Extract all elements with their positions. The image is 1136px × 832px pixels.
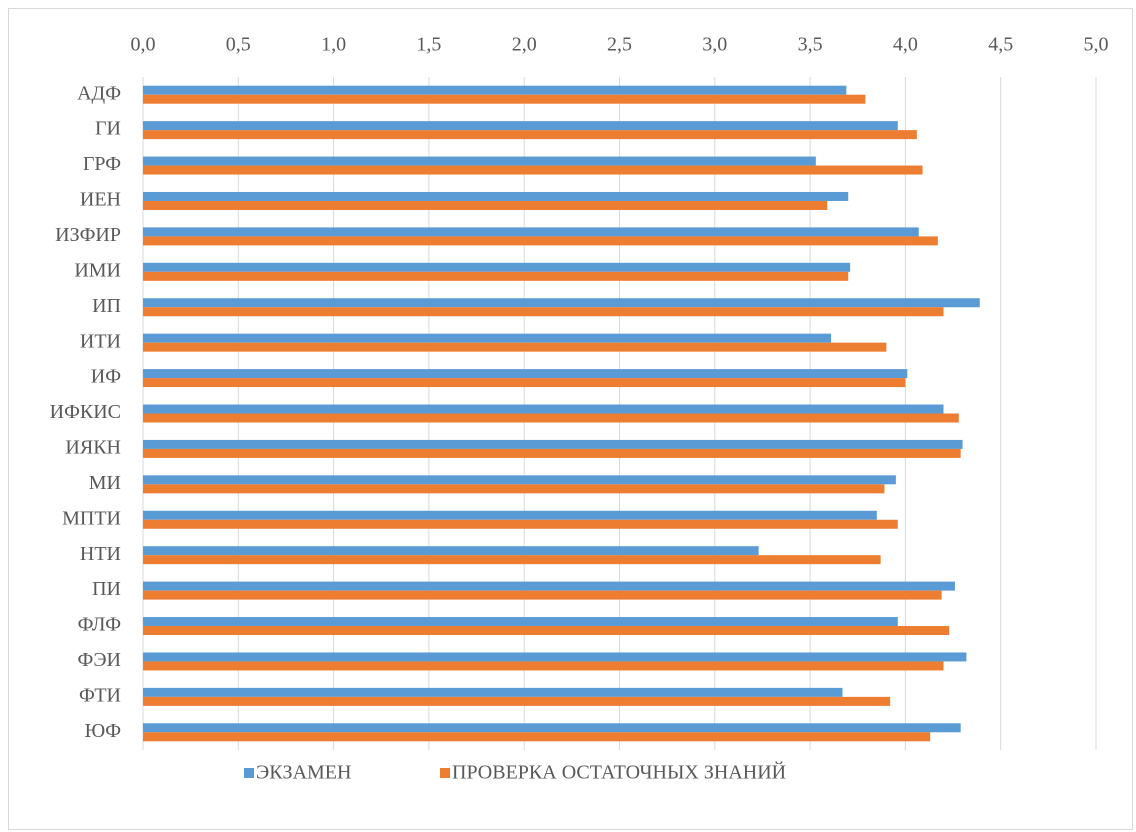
y-tick-label: ЮФ <box>85 720 121 742</box>
x-tick-label: 0,5 <box>226 34 251 56</box>
bar <box>143 342 887 352</box>
bar <box>143 696 891 706</box>
bar <box>143 439 963 449</box>
bar <box>143 369 908 379</box>
legend-swatch <box>440 768 450 778</box>
x-tick-label: 4,0 <box>893 34 918 56</box>
x-tick-label: 2,0 <box>512 34 537 56</box>
bar <box>143 130 917 140</box>
y-tick-label: ФТИ <box>79 684 121 706</box>
y-tick-label: МПТИ <box>62 507 121 529</box>
bar <box>143 652 967 662</box>
legend-label: ЭКЗАМЕН <box>256 762 351 784</box>
legend-swatch <box>244 768 254 778</box>
bar <box>143 732 931 742</box>
x-tick-label: 3,0 <box>702 34 727 56</box>
bar <box>143 687 843 697</box>
y-tick-label: ИТИ <box>80 330 121 352</box>
bar <box>143 404 944 414</box>
bar <box>143 475 896 485</box>
y-tick-label: ИФ <box>91 366 121 388</box>
bar <box>143 227 919 237</box>
y-tick-label: МИ <box>89 472 121 494</box>
y-tick-label: ГРФ <box>83 153 121 175</box>
bar <box>143 590 942 600</box>
bar <box>143 271 849 281</box>
bar <box>143 617 898 627</box>
x-tick-label: 5,0 <box>1084 34 1109 56</box>
bar <box>143 121 898 131</box>
bar <box>143 723 961 733</box>
bar <box>143 378 906 388</box>
x-tick-label: 0,0 <box>131 34 156 56</box>
bar <box>143 510 877 520</box>
y-tick-label: ГИ <box>95 118 121 140</box>
y-tick-label: ФЭИ <box>78 649 121 671</box>
x-tick-label: 2,5 <box>607 34 632 56</box>
y-tick-label: НТИ <box>80 543 121 565</box>
bar <box>143 484 885 494</box>
x-tick-label: 3,5 <box>798 34 823 56</box>
bar <box>143 413 959 423</box>
bar <box>143 236 938 246</box>
bar <box>143 165 923 175</box>
bar <box>143 626 950 636</box>
bar <box>143 333 832 343</box>
bar <box>143 519 898 529</box>
y-tick-label: ПИ <box>92 578 121 600</box>
x-tick-label: 1,0 <box>321 34 346 56</box>
x-tick-label: 4,5 <box>988 34 1013 56</box>
bar <box>143 94 866 104</box>
x-tick-label: 1,5 <box>416 34 441 56</box>
bar <box>143 661 944 671</box>
y-tick-label: ИЯКН <box>65 437 121 459</box>
y-tick-label: ИЕН <box>80 189 121 211</box>
bar <box>143 298 980 308</box>
legend-label: ПРОВЕРКА ОСТАТОЧНЫХ ЗНАНИЙ <box>452 761 786 784</box>
bar <box>143 200 828 210</box>
bar <box>143 581 955 591</box>
bar <box>143 555 881 565</box>
y-tick-label: ИФКИС <box>50 401 121 423</box>
y-tick-label: АДФ <box>77 82 121 104</box>
bar <box>143 262 851 272</box>
bar <box>143 156 816 166</box>
bar <box>143 546 759 556</box>
y-tick-label: ИП <box>92 295 121 317</box>
y-tick-label: ИЗФИР <box>55 224 121 246</box>
y-tick-label: ФЛФ <box>78 614 121 636</box>
bar <box>143 85 847 95</box>
bar <box>143 448 961 458</box>
y-tick-label: ИМИ <box>74 259 121 281</box>
bar <box>143 191 849 201</box>
bar <box>143 307 944 317</box>
